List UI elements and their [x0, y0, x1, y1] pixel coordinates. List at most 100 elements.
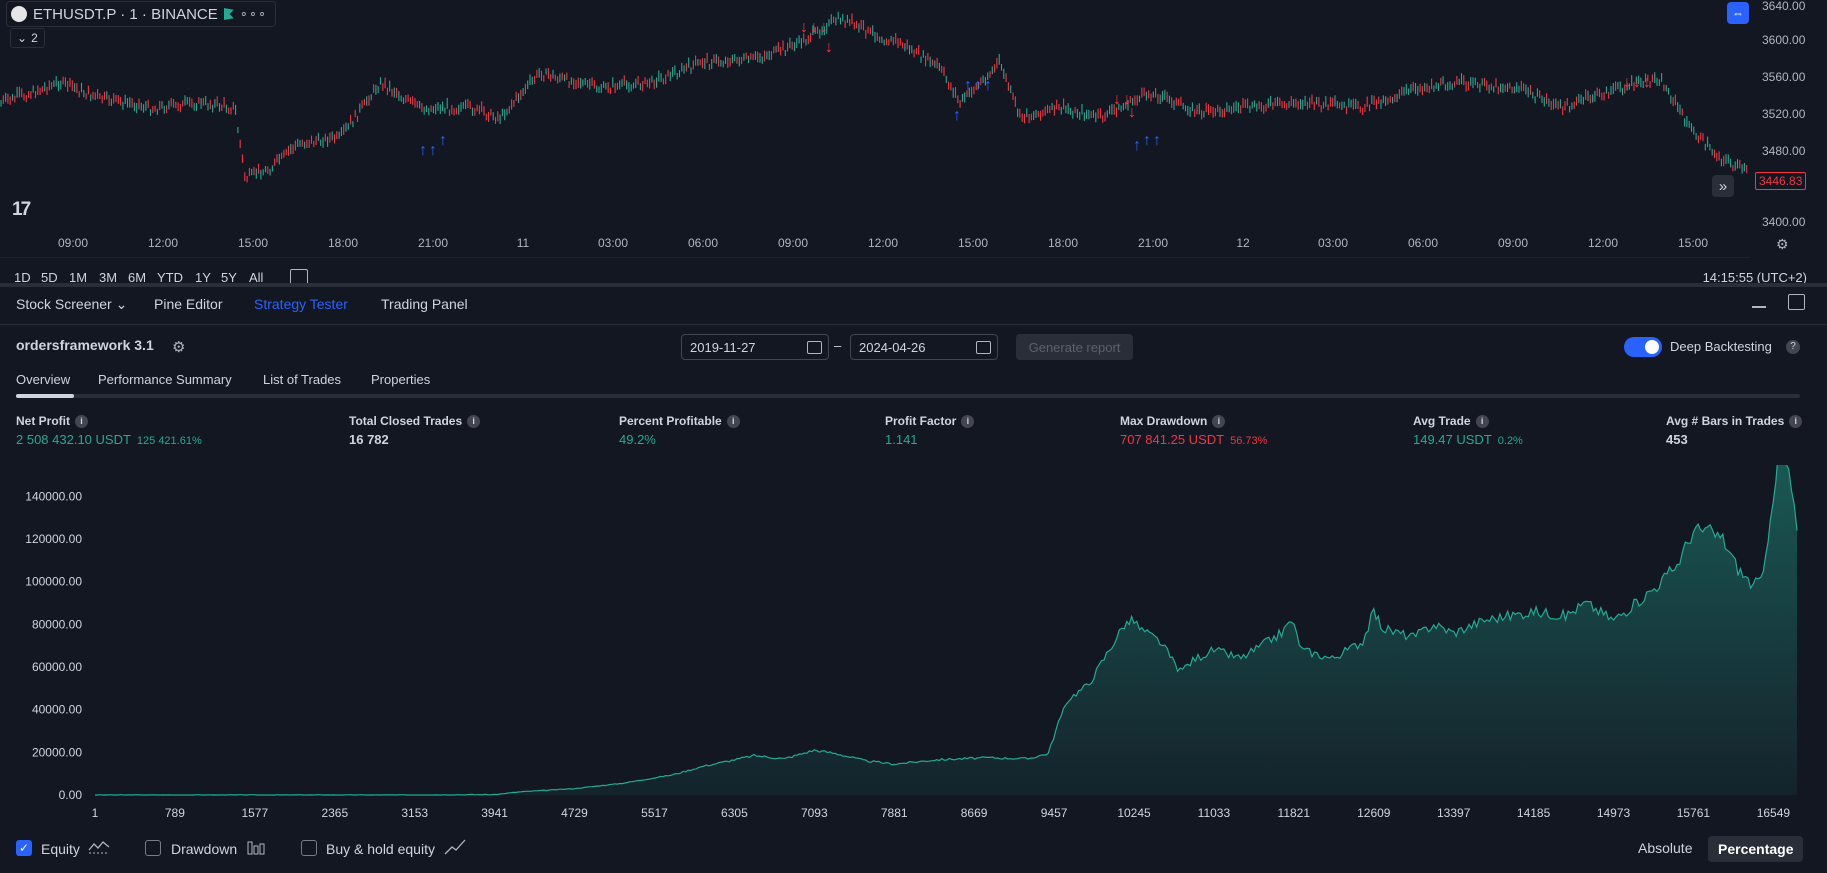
x-tick-label: 5517 — [641, 806, 668, 820]
minimize-panel-icon[interactable] — [1752, 306, 1766, 308]
equity-chart[interactable]: 140000.00120000.00100000.0080000.0060000… — [0, 465, 1827, 825]
y-tick-label: 20000.00 — [32, 745, 82, 759]
candlestick-series — [0, 11, 1748, 183]
x-tick-label: 14973 — [1597, 806, 1631, 820]
drawdown-checkbox[interactable] — [145, 840, 161, 856]
tab-trading-panel[interactable]: Trading Panel — [381, 296, 468, 312]
flag-icon[interactable] — [223, 8, 234, 20]
percentage-button[interactable]: Percentage — [1708, 836, 1804, 862]
range-1y[interactable]: 1Y — [195, 270, 211, 285]
metric-percent: 0.2% — [1497, 435, 1523, 447]
time-tick: 09:00 — [57, 236, 89, 250]
time-tick: 18:00 — [327, 236, 359, 250]
price-tick: 3560.00 — [1762, 70, 1806, 84]
x-tick-label: 1 — [92, 806, 99, 820]
drawdown-label[interactable]: Drawdown — [171, 841, 238, 857]
absolute-button[interactable]: Absolute — [1638, 840, 1693, 856]
more-options-icon[interactable]: ∘∘∘ — [239, 6, 268, 21]
buy-signal-arrow: ↑ — [974, 77, 982, 94]
subtab-performance-summary[interactable]: Performance Summary — [98, 372, 232, 387]
date-to-input[interactable] — [850, 334, 998, 360]
chart-settings-gear-icon[interactable]: ⚙ — [1776, 236, 1789, 252]
y-tick-label: 100000.00 — [25, 575, 82, 589]
time-tick: 12 — [1236, 236, 1250, 250]
time-tick: 15:00 — [237, 236, 269, 250]
y-tick-label: 60000.00 — [32, 660, 82, 674]
buy-signal-arrow: ↑ — [439, 132, 447, 149]
indicators-toggle-button[interactable]: ⌄ 2 — [10, 28, 45, 48]
metric-avg-bars-in-trades: Avg # Bars in Trades i 453 — [1666, 414, 1803, 447]
sell-signal-arrow: ↓ — [810, 19, 818, 36]
range-5y[interactable]: 5Y — [221, 270, 237, 285]
panel-resize-divider[interactable] — [0, 283, 1827, 287]
info-icon[interactable]: i — [961, 414, 975, 428]
metric-label: Profit Factor — [885, 414, 957, 428]
buy-hold-label[interactable]: Buy & hold equity — [326, 841, 435, 857]
price-tick: 3600.00 — [1762, 33, 1806, 47]
maximize-panel-icon[interactable] — [1788, 294, 1805, 310]
auto-scale-button[interactable]: ⇔ — [1727, 2, 1749, 24]
range-6m[interactable]: 6M — [128, 270, 147, 285]
deep-backtesting-toggle[interactable] — [1624, 337, 1662, 357]
equity-label[interactable]: Equity — [41, 841, 80, 857]
buy-hold-line-icon — [444, 839, 466, 855]
time-tick: 12:00 — [147, 236, 179, 250]
subtab-properties[interactable]: Properties — [371, 372, 431, 387]
subtab-overview[interactable]: Overview — [16, 372, 71, 387]
metric-value: 1.141 — [885, 432, 918, 447]
metric-value: 2 508 432.10 USDT — [16, 432, 131, 447]
chevron-down-icon: ⌄ — [115, 296, 128, 312]
metric-net-profit: Net Profit i 2 508 432.10 USDT 125 421.61% — [16, 414, 202, 447]
metric-value: 149.47 USDT — [1413, 432, 1492, 447]
info-icon[interactable]: i — [75, 414, 88, 428]
subtab-list-of-trades[interactable]: List of Trades — [263, 372, 342, 387]
calendar-icon[interactable] — [976, 341, 991, 354]
scroll-to-realtime-button[interactable]: » — [1712, 175, 1734, 197]
info-icon[interactable]: i — [1212, 414, 1226, 428]
range-1m[interactable]: 1M — [69, 270, 88, 285]
range-5d[interactable]: 5D — [41, 270, 58, 285]
info-icon[interactable]: i — [1475, 414, 1489, 428]
metric-total-closed-trades: Total Closed Trades i 16 782 — [349, 414, 481, 447]
range-ytd[interactable]: YTD — [157, 270, 183, 285]
tab-pine-editor[interactable]: Pine Editor — [154, 296, 223, 312]
range-3m[interactable]: 3M — [99, 270, 118, 285]
trade-signal-markers: ↑ ↑↑↑↑ ↑ ↑↑ ↑ ↑↓ ↓ ↓↓↓ ↓↓↓ ↓ ↓ — [419, 19, 1651, 159]
calendar-icon[interactable] — [807, 341, 822, 354]
price-tick: 3480.00 — [1762, 144, 1806, 158]
sell-signal-arrow: ↓ — [820, 19, 828, 36]
date-from-input[interactable] — [681, 334, 829, 360]
time-tick: 06:00 — [1407, 236, 1439, 250]
symbol-title[interactable]: ETHUSDT.P · 1 · BINANCE — [33, 5, 218, 23]
last-price-label: 3446.83 — [1755, 172, 1807, 190]
x-tick-label: 12609 — [1357, 806, 1391, 820]
info-icon[interactable]: i — [726, 414, 740, 428]
range-all[interactable]: All — [249, 270, 264, 285]
range-1d[interactable]: 1D — [14, 270, 31, 285]
info-icon[interactable]: i — [1789, 414, 1803, 428]
tab-strategy-tester[interactable]: Strategy Tester — [254, 296, 348, 312]
help-icon[interactable]: ? — [1786, 340, 1800, 354]
tab-stock-screener[interactable]: Stock Screener ⌄ — [16, 296, 127, 313]
x-tick-label: 9457 — [1041, 806, 1068, 820]
x-tick-label: 4729 — [561, 806, 588, 820]
equity-line-icon — [88, 841, 110, 854]
sell-signal-arrow: ↓ — [1128, 104, 1136, 121]
info-icon[interactable]: i — [467, 414, 481, 428]
x-tick-label: 2365 — [321, 806, 348, 820]
settings-gear-icon[interactable]: ⚙ — [172, 339, 186, 356]
generate-report-button[interactable]: Generate report — [1016, 334, 1133, 360]
x-tick-label: 14185 — [1517, 806, 1551, 820]
metric-label: Avg # Bars in Trades — [1666, 414, 1785, 428]
tradingview-logo[interactable]: 17 — [12, 199, 31, 220]
symbol-info-bar[interactable]: ETHUSDT.P · 1 · BINANCE ∘∘∘ — [6, 1, 277, 27]
buy-hold-checkbox[interactable] — [301, 840, 317, 856]
subtab-track — [16, 394, 1800, 398]
price-chart[interactable]: ↑ ↑↑↑↑ ↑ ↑↑ ↑ ↑↓ ↓ ↓↓↓ ↓↓↓ ↓ ↓ — [0, 0, 1827, 258]
x-tick-label: 11033 — [1198, 806, 1231, 820]
x-tick-label: 3153 — [401, 806, 428, 820]
time-tick: 18:00 — [1047, 236, 1079, 250]
subtab-active-indicator — [16, 394, 74, 398]
clock-timezone[interactable]: 14:15:55 (UTC+2) — [1702, 270, 1807, 285]
equity-checkbox[interactable]: ✓ — [16, 840, 32, 856]
